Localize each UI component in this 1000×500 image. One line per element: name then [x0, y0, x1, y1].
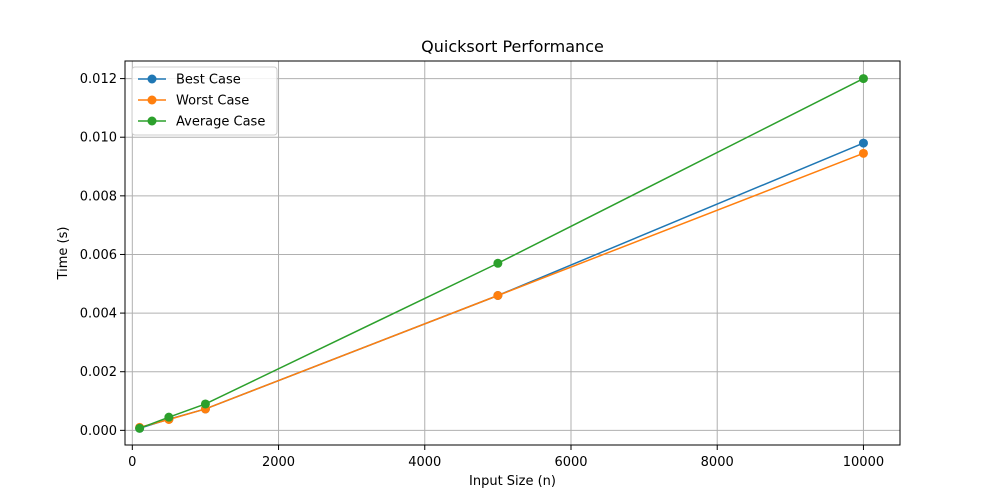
- chart-title: Quicksort Performance: [421, 37, 604, 56]
- data-point-average-case: [164, 412, 174, 422]
- legend-marker: [147, 74, 157, 84]
- legend-label: Average Case: [176, 115, 265, 130]
- x-tick-label: 2000: [262, 455, 295, 470]
- y-tick-label: 0.012: [80, 72, 117, 87]
- series-layer: [135, 74, 868, 433]
- x-tick-label: 6000: [554, 455, 587, 470]
- x-tick-label: 10000: [843, 455, 884, 470]
- legend-marker: [147, 116, 157, 126]
- legend-label: Best Case: [176, 73, 241, 88]
- data-point-average-case: [493, 258, 503, 268]
- plot-area-frame: [124, 60, 901, 446]
- series-best-case: [135, 138, 868, 433]
- data-point-worst-case: [493, 291, 503, 301]
- legend: Best Case Worst Case Average Case: [131, 66, 278, 136]
- data-point-average-case: [858, 74, 868, 84]
- data-point-average-case: [135, 423, 145, 433]
- y-tick-label: 0.010: [80, 131, 117, 146]
- legend-item-best-case: Best Case: [138, 73, 241, 88]
- y-tick-label: 0.004: [80, 307, 117, 322]
- grid: [125, 61, 900, 445]
- series-average-case: [135, 74, 868, 433]
- y-tick-label: 0.008: [80, 189, 117, 204]
- x-tick-label: 0: [128, 455, 136, 470]
- legend-box: [131, 66, 278, 136]
- y-tick-label: 0.002: [80, 365, 117, 380]
- axis-ticks: 0 2000 4000 6000 8000 10000 0.000 0.002 0.004 0.0…: [80, 72, 884, 470]
- legend-item-average-case: Average Case: [138, 115, 265, 130]
- legend-label: Worst Case: [176, 94, 249, 109]
- legend-item-worst-case: Worst Case: [138, 94, 249, 109]
- data-point-best-case: [858, 138, 868, 148]
- x-axis-title: Input Size (n): [469, 474, 556, 489]
- data-point-average-case: [200, 399, 210, 409]
- y-tick-label: 0.006: [80, 248, 117, 263]
- legend-marker: [147, 95, 157, 105]
- x-tick-label: 8000: [701, 455, 734, 470]
- y-tick-label: 0.000: [80, 424, 117, 439]
- x-tick-label: 4000: [408, 455, 441, 470]
- y-axis-title: Time (s): [56, 227, 71, 281]
- series-line-best-case: [139, 142, 864, 430]
- series-line-worst-case: [139, 152, 864, 429]
- data-point-worst-case: [858, 148, 868, 158]
- series-worst-case: [135, 148, 868, 432]
